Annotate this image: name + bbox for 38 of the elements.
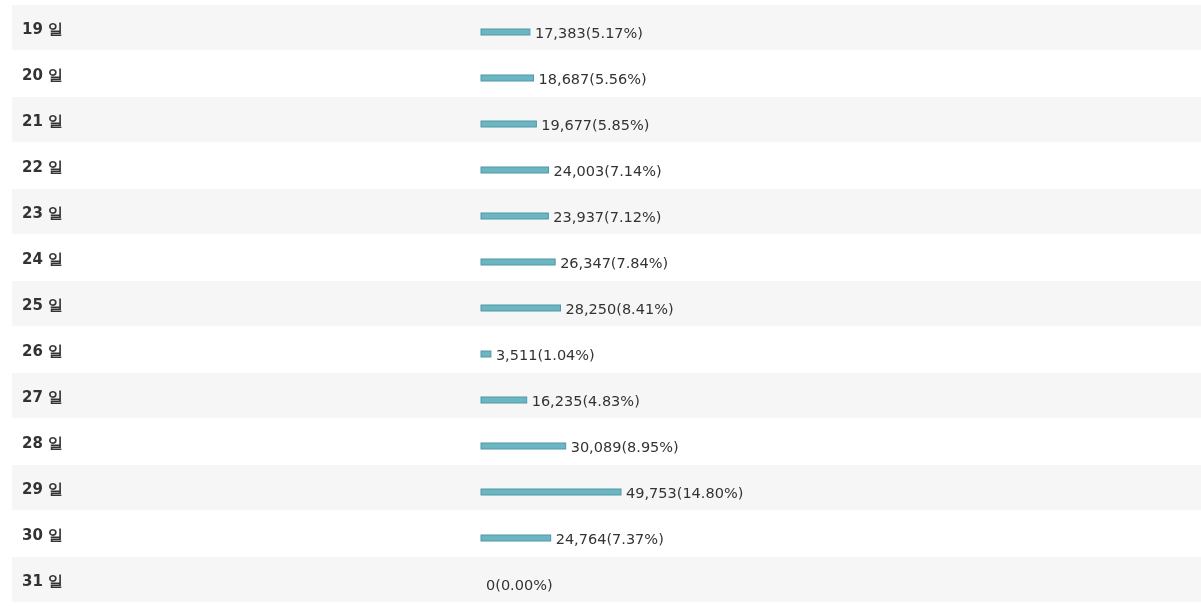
data-label: 19,677(5.85%) [541,117,650,133]
y-tick-label: 23 일 [22,204,64,222]
y-tick-label: 21 일 [22,112,64,130]
data-label: 23,937(7.12%) [553,209,662,225]
data-label: 26,347(7.84%) [560,255,669,271]
data-label: 30,089(8.95%) [570,439,679,455]
y-tick-label: 29 일 [22,480,64,498]
y-tick-label: 19 일 [22,20,64,38]
data-label: 0(0.00%) [486,577,553,593]
data-label: 3,511(1.04%) [495,347,595,363]
bar [480,488,622,496]
y-tick-label: 28 일 [22,434,64,452]
y-tick-label: 25 일 [22,296,64,314]
data-label: 16,235(4.83%) [531,393,640,409]
y-tick-label: 27 일 [22,388,64,406]
data-label: 18,687(5.56%) [538,71,647,87]
data-label: 28,250(8.41%) [565,301,674,317]
data-label: 24,003(7.14%) [553,163,662,179]
bar [480,212,549,220]
bar [480,350,492,358]
data-label: 49,753(14.80%) [626,485,744,501]
bar [480,74,535,82]
y-tick-label: 22 일 [22,158,64,176]
bar [480,166,550,174]
y-tick-label: 31 일 [22,572,64,590]
data-label: 24,764(7.37%) [555,531,664,547]
bar [480,304,561,312]
bar [480,534,552,542]
bar [480,396,528,404]
bar [480,258,556,266]
y-tick-label: 26 일 [22,342,64,360]
y-tick-label: 20 일 [22,66,64,84]
bar [480,120,537,128]
data-label: 17,383(5.17%) [534,25,644,41]
y-tick-label: 30 일 [22,526,64,544]
bar [480,442,567,450]
bar [480,28,531,36]
y-tick-label: 24 일 [22,250,64,268]
